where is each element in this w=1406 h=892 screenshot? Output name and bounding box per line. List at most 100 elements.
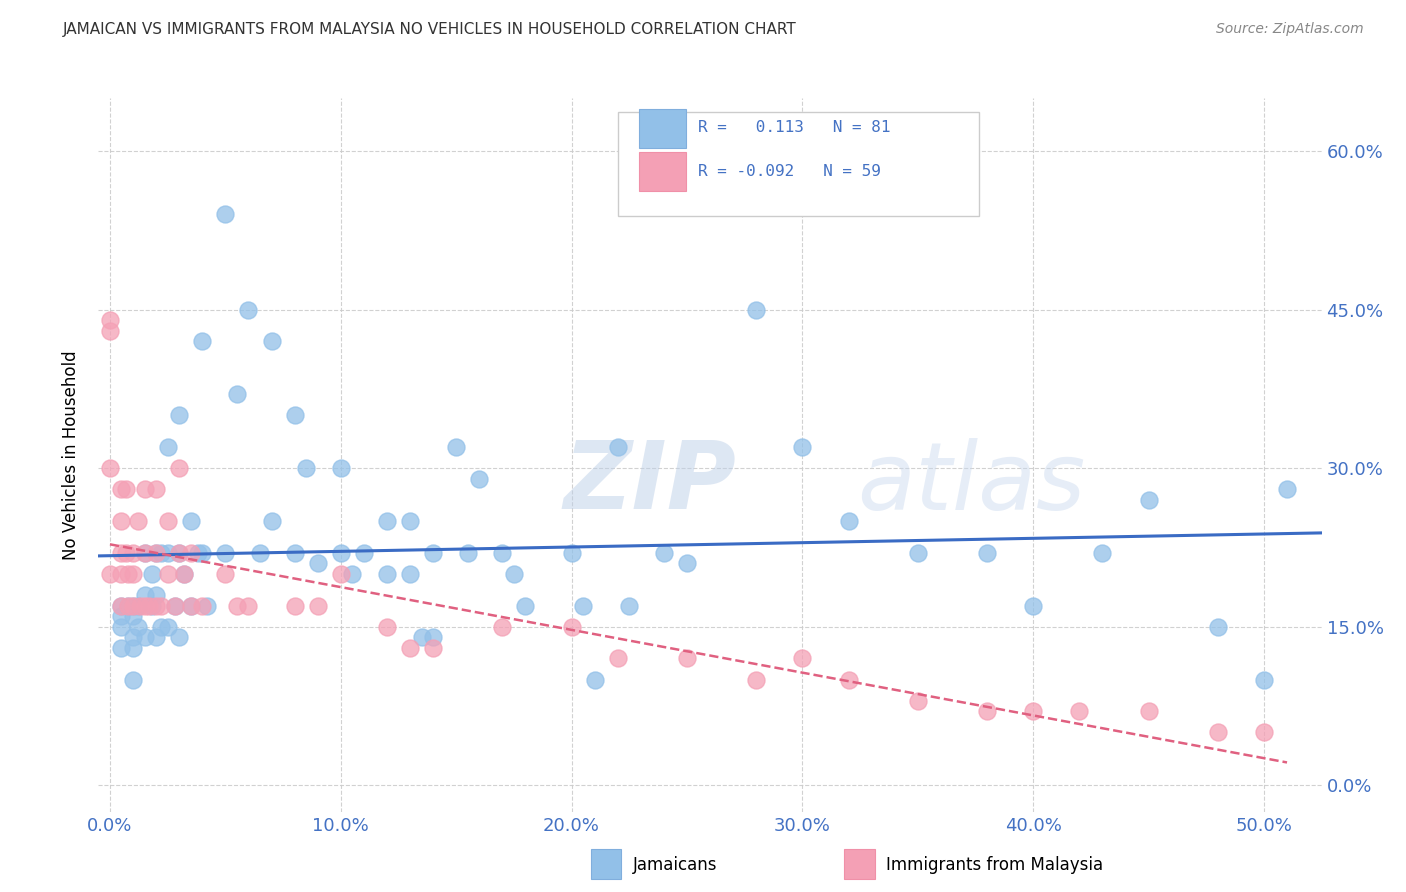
- Point: [792, 440, 814, 454]
- Point: [214, 566, 236, 581]
- Point: [117, 599, 139, 613]
- Point: [491, 546, 513, 560]
- Point: [260, 514, 283, 528]
- Point: [122, 566, 145, 581]
- Point: [98, 566, 121, 581]
- Point: [145, 630, 167, 644]
- Text: Source: ZipAtlas.com: Source: ZipAtlas.com: [1216, 22, 1364, 37]
- Point: [375, 514, 398, 528]
- Point: [122, 546, 145, 560]
- Point: [606, 440, 628, 454]
- Point: [353, 546, 375, 560]
- Point: [110, 599, 132, 613]
- Point: [167, 630, 190, 644]
- Point: [411, 630, 433, 644]
- Point: [342, 566, 364, 581]
- Point: [134, 546, 156, 560]
- Point: [561, 546, 583, 560]
- Point: [180, 599, 202, 613]
- Point: [745, 302, 768, 317]
- Point: [422, 630, 444, 644]
- Point: [110, 546, 132, 560]
- Point: [1253, 725, 1275, 739]
- Point: [156, 620, 179, 634]
- Point: [122, 630, 145, 644]
- Point: [180, 599, 202, 613]
- Point: [167, 461, 190, 475]
- Point: [976, 546, 998, 560]
- Point: [238, 302, 260, 317]
- Point: [117, 599, 139, 613]
- Point: [110, 483, 132, 497]
- Point: [1091, 546, 1114, 560]
- Point: [134, 599, 156, 613]
- Point: [561, 620, 583, 634]
- Point: [115, 483, 138, 497]
- Point: [110, 609, 132, 624]
- Point: [502, 566, 524, 581]
- Point: [98, 313, 121, 327]
- Point: [444, 440, 467, 454]
- Point: [134, 546, 156, 560]
- Point: [491, 620, 513, 634]
- Point: [122, 599, 145, 613]
- Point: [141, 599, 163, 613]
- FancyBboxPatch shape: [619, 112, 979, 216]
- Point: [676, 651, 699, 665]
- Point: [173, 566, 195, 581]
- Point: [195, 599, 218, 613]
- Point: [127, 514, 149, 528]
- Point: [122, 640, 145, 655]
- Point: [127, 599, 149, 613]
- Point: [515, 599, 537, 613]
- Point: [307, 556, 329, 570]
- Point: [375, 566, 398, 581]
- Point: [422, 640, 444, 655]
- Point: [295, 461, 318, 475]
- Point: [156, 514, 179, 528]
- Point: [138, 599, 160, 613]
- Point: [837, 673, 859, 687]
- Point: [329, 461, 352, 475]
- Bar: [640, 152, 686, 191]
- Point: [191, 334, 214, 349]
- Point: [249, 546, 271, 560]
- Text: R =   0.113   N = 81: R = 0.113 N = 81: [697, 120, 890, 135]
- Text: Immigrants from Malaysia: Immigrants from Malaysia: [886, 856, 1102, 874]
- Point: [837, 514, 859, 528]
- Point: [167, 546, 190, 560]
- Point: [110, 620, 132, 634]
- Point: [1206, 725, 1229, 739]
- Point: [98, 461, 121, 475]
- Point: [284, 409, 307, 423]
- Point: [167, 546, 190, 560]
- Point: [110, 599, 132, 613]
- Point: [422, 546, 444, 560]
- Point: [907, 546, 929, 560]
- Point: [214, 546, 236, 560]
- Point: [180, 546, 202, 560]
- Point: [156, 546, 179, 560]
- Point: [149, 620, 172, 634]
- Point: [399, 514, 422, 528]
- Text: atlas: atlas: [856, 438, 1085, 529]
- Point: [1137, 704, 1160, 718]
- Point: [745, 673, 768, 687]
- Point: [1022, 704, 1045, 718]
- Point: [129, 599, 152, 613]
- Point: [117, 566, 139, 581]
- Point: [145, 588, 167, 602]
- Point: [652, 546, 675, 560]
- Point: [110, 640, 132, 655]
- Point: [145, 546, 167, 560]
- Point: [468, 472, 491, 486]
- Point: [1069, 704, 1091, 718]
- Point: [1022, 599, 1045, 613]
- Text: JAMAICAN VS IMMIGRANTS FROM MALAYSIA NO VEHICLES IN HOUSEHOLD CORRELATION CHART: JAMAICAN VS IMMIGRANTS FROM MALAYSIA NO …: [63, 22, 797, 37]
- Point: [191, 546, 214, 560]
- Point: [145, 599, 167, 613]
- Point: [110, 566, 132, 581]
- Point: [1206, 620, 1229, 634]
- Point: [98, 324, 121, 338]
- Point: [134, 630, 156, 644]
